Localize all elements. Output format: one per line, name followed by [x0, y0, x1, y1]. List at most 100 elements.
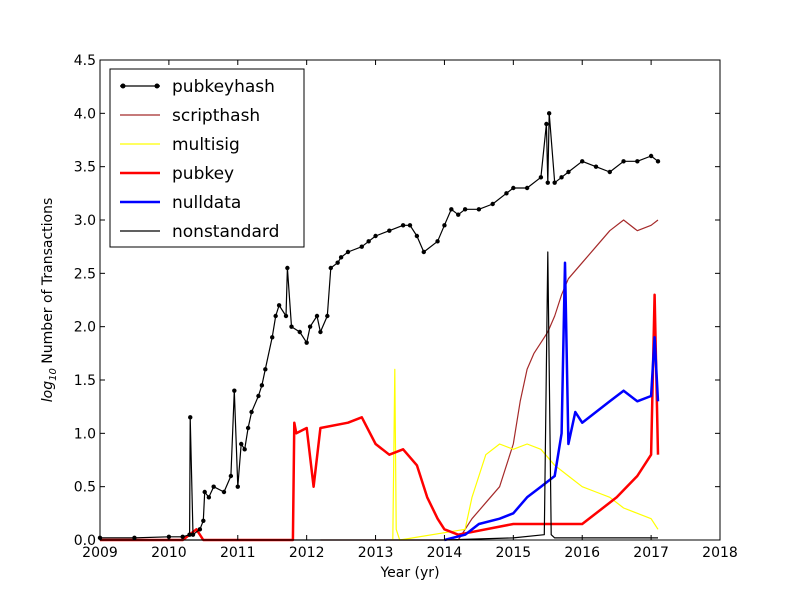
- series-point-pubkeyhash-18: [245, 425, 251, 431]
- ticks: 2009 2010 2011 2012 2013 2014 2015 2016 2017 2018…: [74, 53, 738, 561]
- series-line-nonstandard: [100, 251, 658, 541]
- series-point-pubkeyhash-14: [232, 388, 237, 393]
- series-point-pubkeyhash-49: [449, 207, 454, 212]
- legend-entry-scripthash: scripthash: [120, 106, 260, 126]
- series-point-pubkeyhash-27: [285, 265, 290, 271]
- series-point-pubkeyhash-62: [559, 175, 564, 180]
- series-point-pubkeyhash-69: [648, 153, 654, 159]
- series-point-pubkeyhash-13: [228, 473, 234, 479]
- series-point-pubkeyhash-37: [338, 255, 344, 260]
- series-point-pubkeyhash-26: [283, 313, 289, 319]
- series-point-pubkeyhash-11: [211, 484, 216, 489]
- y-tick-label-0.5: 0.5: [74, 480, 96, 496]
- series-point-pubkeyhash-33: [318, 329, 323, 335]
- y-tick-label-2.5: 2.5: [74, 266, 96, 282]
- series-point-pubkeyhash-70: [655, 159, 661, 164]
- series-point-pubkeyhash-17: [242, 447, 247, 452]
- y-tick-label-4.5: 4.5: [74, 53, 96, 69]
- series-line-scripthash: [320, 219, 659, 541]
- series-point-pubkeyhash-50: [456, 212, 461, 217]
- y-tick-label-1.0: 1.0: [74, 426, 96, 442]
- y-tick-label-1.5: 1.5: [74, 373, 96, 389]
- series-point-pubkeyhash-39: [359, 244, 364, 249]
- y-tick-label-2.0: 2.0: [74, 320, 96, 336]
- series-point-pubkeyhash-55: [511, 185, 516, 191]
- axes-frame: [99, 59, 721, 541]
- series-line-nulldata: [444, 261, 660, 542]
- x-tick-label-2013: 2013: [358, 545, 394, 561]
- series-point-pubkeyhash-20: [256, 393, 261, 399]
- series-point-pubkeyhash-5: [188, 415, 193, 420]
- series-point-pubkeyhash-68: [635, 159, 640, 164]
- x-tick-label-2014: 2014: [427, 545, 463, 561]
- series-point-pubkeyhash-36: [335, 260, 340, 265]
- legend-dot-pubkeyhash-1: [120, 83, 126, 89]
- series-point-pubkeyhash-3: [180, 534, 185, 539]
- series-point-pubkeyhash-15: [235, 484, 240, 489]
- series-point-pubkeyhash-21: [259, 383, 265, 388]
- series-point-pubkeyhash-46: [421, 249, 426, 255]
- series-point-pubkeyhash-43: [400, 223, 406, 228]
- series-point-pubkeyhash-10: [206, 495, 212, 500]
- series-point-pubkeyhash-7: [197, 527, 203, 532]
- series-point-pubkeyhash-32: [314, 313, 320, 319]
- x-tick-label-2016: 2016: [564, 545, 600, 561]
- legend-box: [109, 68, 305, 248]
- series-point-pubkeyhash-23: [270, 335, 275, 340]
- legend-entry-nulldata: nulldata: [120, 193, 241, 213]
- legend-entry-nonstandard: nonstandard: [120, 222, 279, 242]
- series-point-pubkeyhash-45: [414, 233, 420, 239]
- series-point-pubkeyhash-35: [328, 265, 333, 271]
- y-tick-label-4.0: 4.0: [74, 106, 96, 122]
- y-axis-label-sub: 10: [48, 368, 59, 381]
- series-point-pubkeyhash-66: [607, 169, 612, 175]
- y-axis-label: log10 Number of Transactions: [40, 198, 59, 403]
- series-point-pubkeyhash-65: [593, 164, 599, 169]
- x-tick-label-2017: 2017: [633, 545, 669, 561]
- series-point-pubkeyhash-54: [504, 191, 509, 196]
- series-point-pubkeyhash-67: [621, 159, 626, 164]
- y-tick-label-3.5: 3.5: [74, 160, 96, 176]
- x-tick-label-2011: 2011: [220, 545, 256, 561]
- series-point-pubkeyhash-56: [524, 185, 530, 191]
- series-point-pubkeyhash-44: [407, 223, 413, 228]
- series-point-pubkeyhash-12: [221, 489, 227, 495]
- y-tick-label-3.0: 3.0: [74, 213, 96, 229]
- x-tick-label-2012: 2012: [289, 545, 325, 561]
- series-point-pubkeyhash-51: [462, 207, 468, 212]
- legend-label-scripthash: scripthash: [172, 106, 260, 126]
- series-line-multisig: [392, 368, 659, 541]
- series-point-pubkeyhash-63: [566, 169, 571, 175]
- legend-label-pubkeyhash: pubkeyhash: [172, 77, 275, 97]
- legend-label-nulldata: nulldata: [172, 193, 241, 213]
- y-tick-label-0.0: 0.0: [74, 533, 96, 549]
- series-point-pubkeyhash-52: [476, 207, 482, 212]
- series-point-pubkeyhash-25: [276, 303, 282, 308]
- legend-entry-multisig: multisig: [120, 135, 240, 155]
- legend-label-nonstandard: nonstandard: [172, 222, 279, 242]
- series-point-pubkeyhash-57: [538, 175, 544, 180]
- y-axis-label-rest: Number of Transactions: [40, 198, 56, 368]
- series-point-pubkeyhash-48: [442, 223, 447, 228]
- series-point-pubkeyhash-40: [366, 239, 371, 244]
- series-point-pubkeyhash-28: [289, 324, 294, 329]
- series-point-pubkeyhash-9: [202, 489, 207, 495]
- x-tick-label-2015: 2015: [496, 545, 532, 561]
- legend: pubkeyhash scripthash multisig pubkey nu…: [109, 68, 305, 248]
- series-point-pubkeyhash-59: [545, 180, 550, 185]
- series-point-pubkeyhash-16: [239, 441, 244, 447]
- series-line-pubkey: [100, 293, 660, 542]
- series-point-pubkeyhash-24: [273, 313, 278, 319]
- series-point-pubkeyhash-1: [132, 535, 137, 541]
- series-point-pubkeyhash-53: [490, 201, 495, 207]
- y-axis-label-log: log: [40, 381, 56, 402]
- series-point-pubkeyhash-8: [201, 518, 206, 523]
- series-point-pubkeyhash-19: [249, 409, 254, 415]
- x-tick-label-2010: 2010: [151, 545, 187, 561]
- series-point-pubkeyhash-47: [435, 239, 440, 244]
- series-point-pubkeyhash-64: [580, 159, 585, 164]
- series-point-pubkeyhash-6: [190, 532, 196, 537]
- series-point-pubkeyhash-38: [345, 249, 351, 255]
- series-point-pubkeyhash-58: [544, 121, 549, 127]
